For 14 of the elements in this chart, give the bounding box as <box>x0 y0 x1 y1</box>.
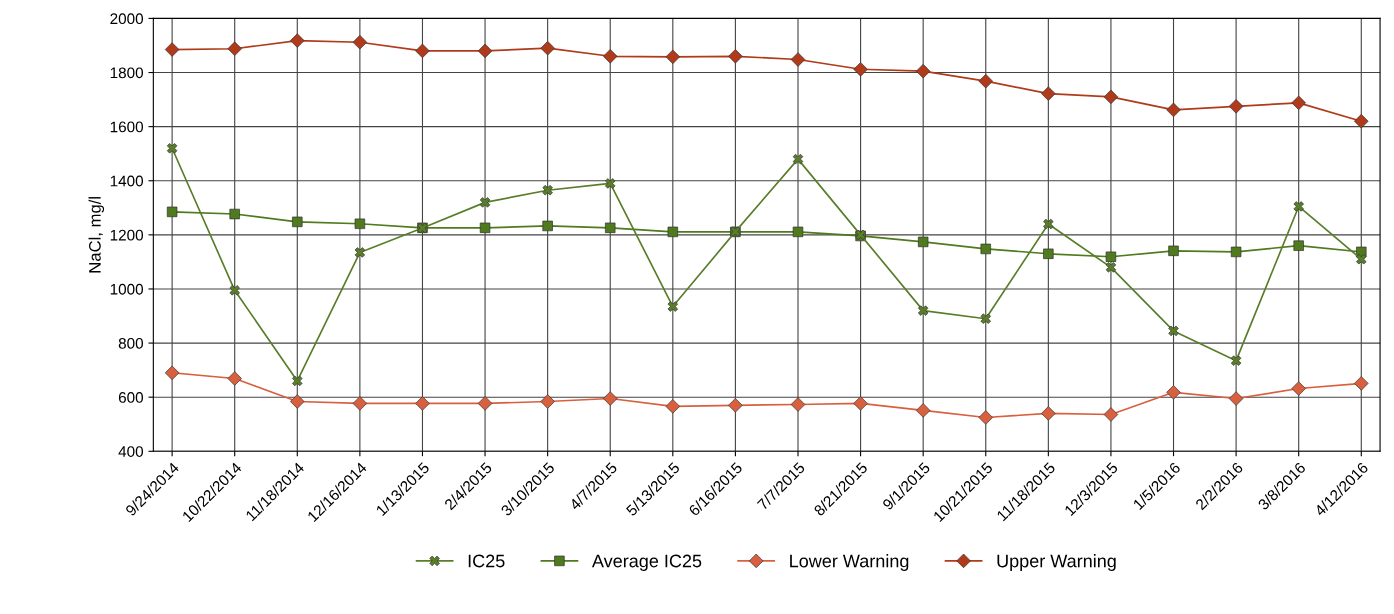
y-tick-label: 1600 <box>110 121 144 133</box>
y-tick-label: 400 <box>118 446 144 457</box>
y-axis-title: NaCl, mg/l <box>88 197 105 273</box>
legend-label: Lower Warning <box>790 554 909 571</box>
legend-label: Upper Warning <box>997 554 1116 571</box>
y-tick-label: 1400 <box>110 175 144 187</box>
y-tick-label: 1000 <box>110 283 144 295</box>
y-tick-label: 2000 <box>110 13 144 25</box>
y-tick-label: 1800 <box>110 67 144 79</box>
y-tick-label: 1200 <box>110 229 144 241</box>
y-tick-label: 600 <box>118 392 144 403</box>
legend-label: Average IC25 <box>591 554 702 571</box>
y-tick-label: 800 <box>118 337 144 349</box>
legend-label: IC25 <box>468 554 505 568</box>
